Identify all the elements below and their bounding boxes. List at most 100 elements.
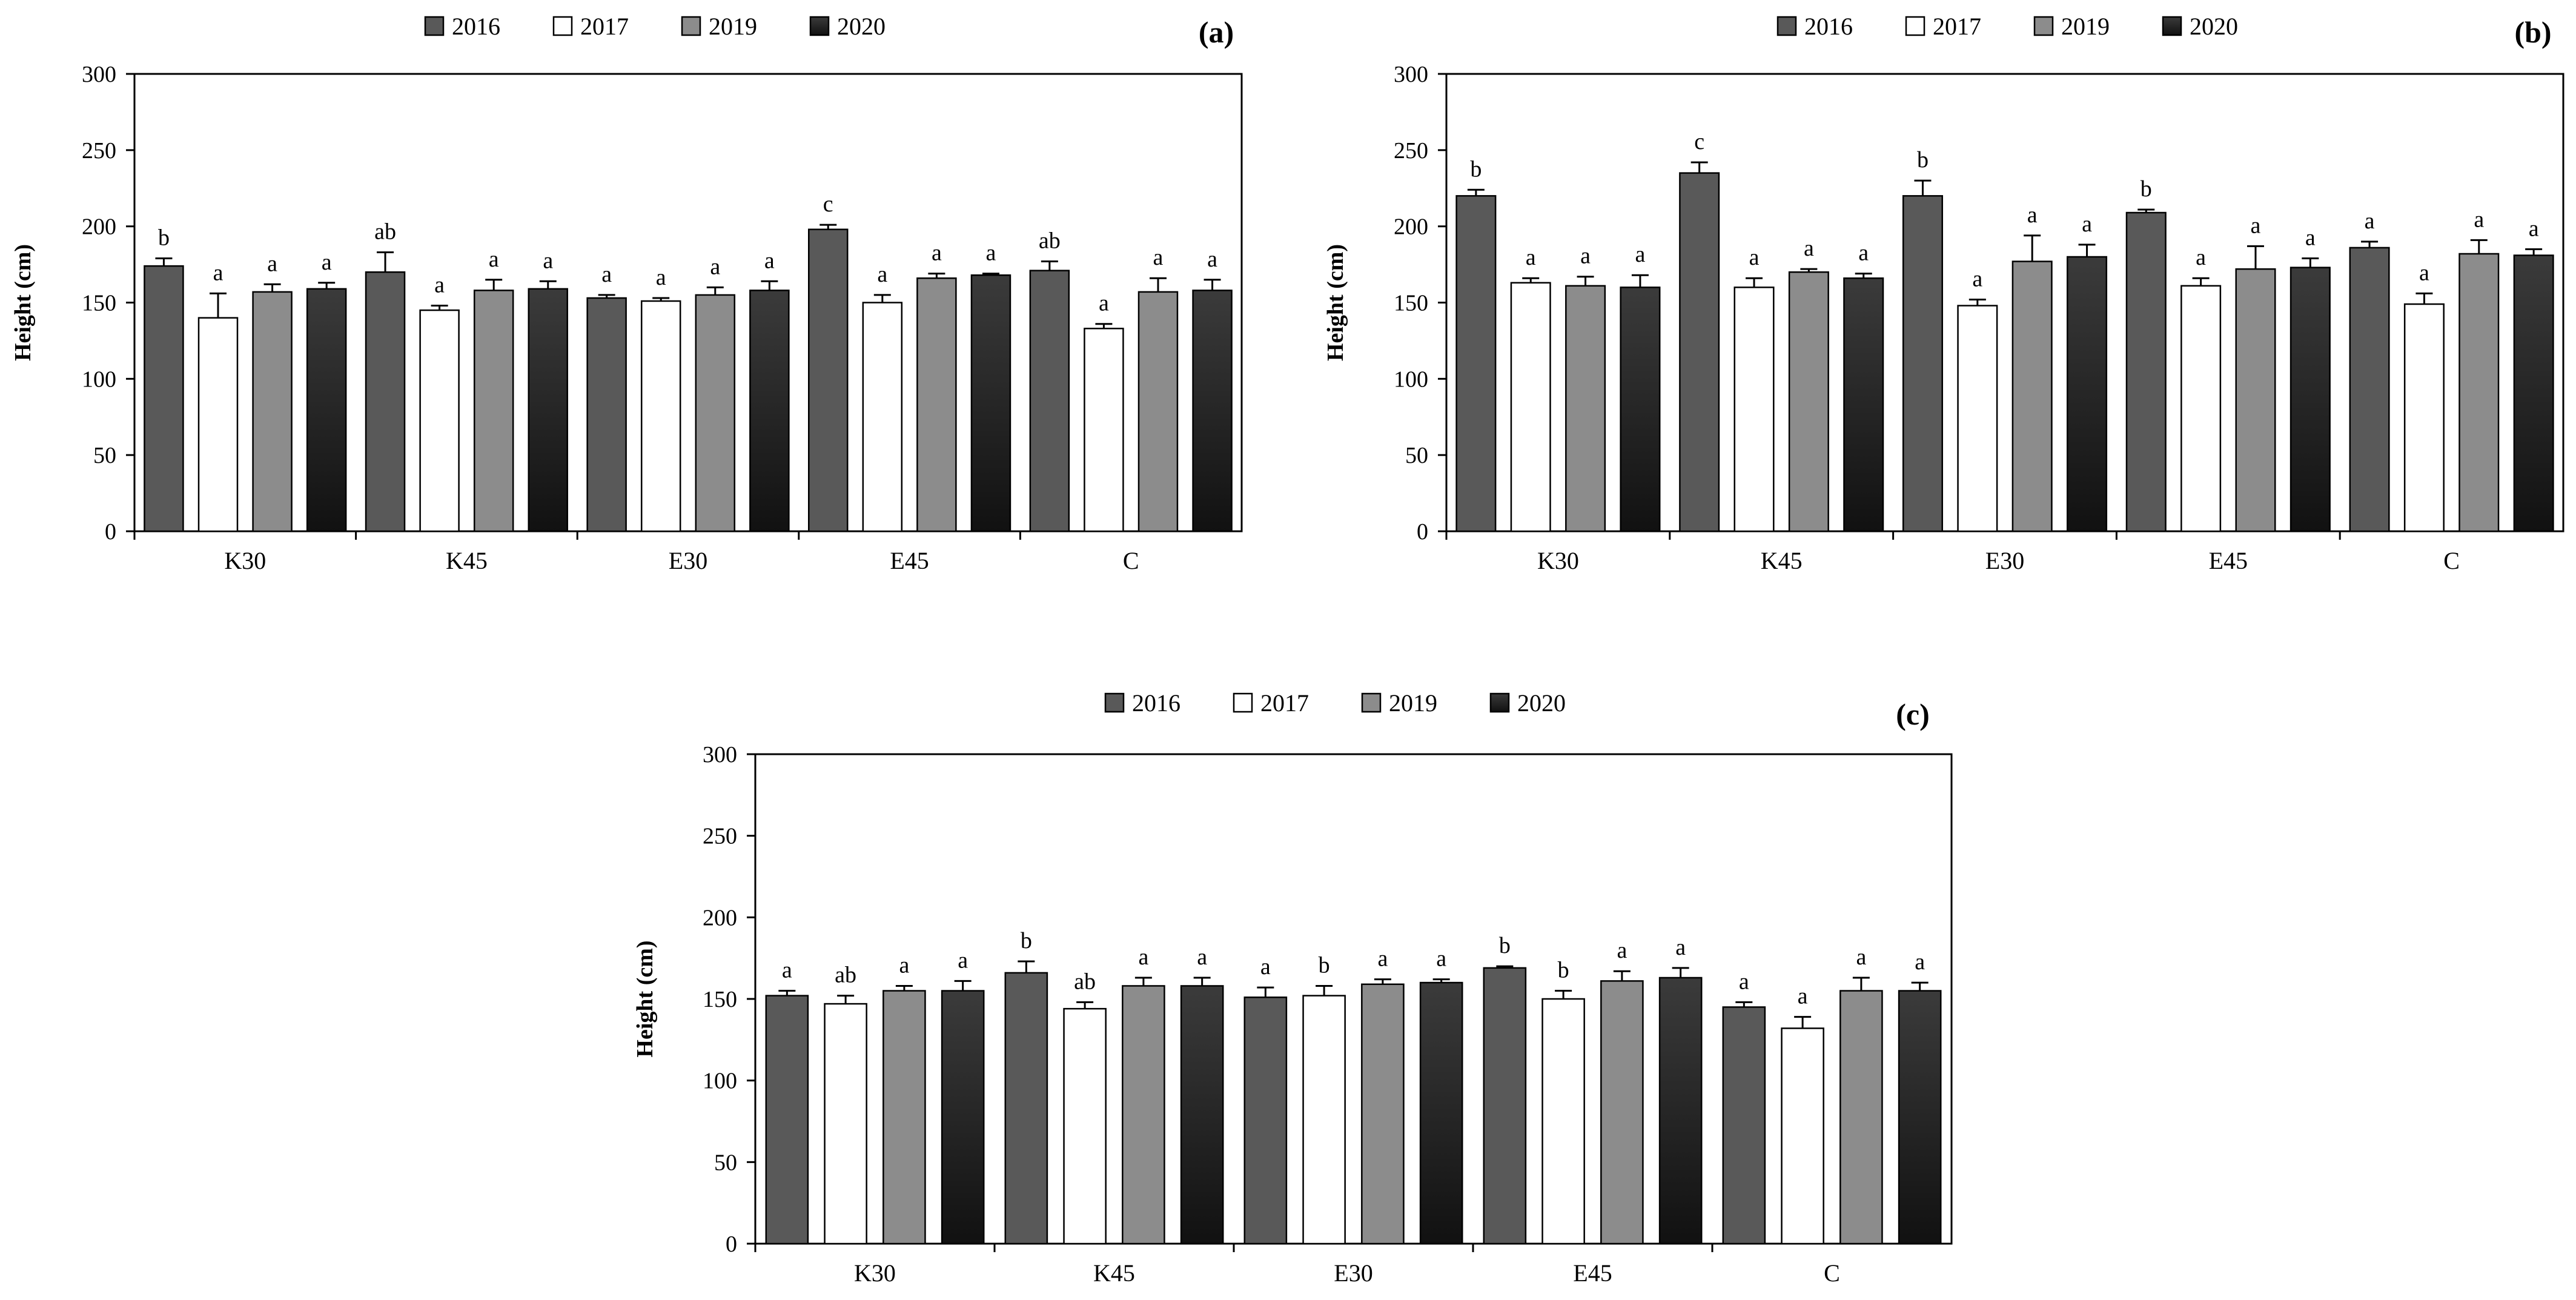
- bar-2020-C: [1192, 290, 1233, 532]
- significance-letter: a: [1858, 240, 1869, 266]
- significance-letter: a: [1436, 946, 1446, 972]
- legend-swatch-2019: [1361, 692, 1382, 713]
- bar-2016-C: [1722, 1006, 1766, 1245]
- significance-letter: a: [543, 248, 553, 273]
- legend-swatch-2016: [1776, 16, 1797, 36]
- bar-2020-E30: [749, 290, 790, 532]
- x-category-label: E45: [890, 547, 929, 574]
- bar-2017-E45: [862, 302, 903, 532]
- bar-2017-C: [2403, 303, 2445, 532]
- x-category-label: C: [1123, 547, 1139, 574]
- bar-2019-K30: [882, 990, 926, 1245]
- significance-letter: a: [601, 262, 612, 287]
- y-tick-label: 0: [1417, 519, 1428, 545]
- legend-swatch-2016: [1104, 692, 1125, 713]
- bar-2019-E30: [1361, 983, 1405, 1245]
- y-tick-label: 0: [105, 519, 116, 545]
- bar-2020-E45: [1658, 977, 1703, 1245]
- legend-label-2020: 2020: [2190, 13, 2238, 40]
- bar-2019-K30: [252, 291, 293, 532]
- bar-2016-E45: [2125, 211, 2167, 532]
- y-tick-label: 150: [82, 291, 116, 316]
- significance-letter: a: [710, 254, 720, 279]
- significance-letter: a: [1197, 944, 1207, 970]
- bar-2020-K30: [941, 990, 985, 1245]
- bar-2016-C: [2349, 247, 2390, 532]
- significance-letter: a: [1798, 984, 1808, 1009]
- bar-2016-E45: [808, 228, 849, 532]
- significance-letter: b: [1021, 928, 1032, 953]
- y-tick-label: 200: [703, 905, 737, 930]
- significance-letter: b: [1917, 147, 1929, 173]
- legend-swatch-2017: [552, 16, 573, 36]
- bar-2019-K45: [473, 290, 514, 532]
- significance-letter: a: [2196, 245, 2206, 270]
- bar-2016-E45: [1483, 967, 1527, 1245]
- significance-letter: a: [1138, 944, 1148, 970]
- significance-letter: a: [2305, 225, 2316, 251]
- bar-2019-E45: [1600, 980, 1644, 1245]
- x-category-label: E45: [1573, 1259, 1612, 1287]
- y-tick-label: 150: [1394, 291, 1428, 316]
- y-axis-label: Height (cm): [10, 244, 36, 361]
- bar-2019-K45: [1788, 271, 1829, 532]
- legend-label-2019: 2019: [2061, 13, 2110, 40]
- y-axis-label: Height (cm): [1323, 244, 1348, 361]
- panel-label: (c): [1896, 697, 1930, 731]
- y-tick-label: 100: [1394, 366, 1428, 392]
- bar-2016-E30: [1902, 195, 1943, 532]
- bar-2017-K45: [419, 309, 460, 532]
- bar-2020-E45: [970, 274, 1012, 532]
- significance-letter: b: [1470, 156, 1482, 182]
- y-axis-label: Height (cm): [632, 940, 658, 1057]
- bar-2017-K30: [197, 317, 239, 532]
- significance-letter: a: [1260, 954, 1271, 980]
- significance-letter: a: [2419, 260, 2429, 285]
- bar-2017-C: [1781, 1027, 1824, 1245]
- bar-2017-K45: [1063, 1007, 1107, 1245]
- significance-letter: a: [1617, 938, 1627, 963]
- significance-letter: a: [1739, 969, 1749, 994]
- plot-frame: [754, 753, 1953, 1245]
- plot-frame: [1445, 73, 2564, 532]
- legend-swatch-2017: [1233, 692, 1253, 713]
- significance-letter: a: [1099, 291, 1109, 316]
- x-category-label: K30: [224, 547, 266, 574]
- legend-swatch-2019: [2033, 16, 2054, 36]
- bar-2016-K30: [144, 265, 184, 532]
- significance-letter: a: [1804, 236, 1814, 261]
- legend-swatch-2019: [681, 16, 701, 36]
- bar-2020-E30: [1419, 981, 1463, 1245]
- legend-swatch-2016: [424, 16, 445, 36]
- significance-letter: a: [2027, 202, 2038, 228]
- significance-letter: a: [2474, 207, 2484, 232]
- bar-2020-E45: [2290, 267, 2331, 532]
- legend-label-2016: 2016: [1804, 13, 1853, 40]
- legend-label-2020: 2020: [837, 13, 886, 40]
- plot-frame: [133, 73, 1243, 532]
- significance-letter: a: [656, 265, 666, 290]
- bar-2017-C: [1084, 328, 1124, 532]
- y-tick-label: 250: [82, 138, 116, 164]
- x-category-label: E30: [669, 547, 707, 574]
- bar-2017-E30: [640, 300, 681, 532]
- significance-letter: a: [932, 240, 942, 266]
- significance-letter: a: [434, 273, 445, 298]
- legend-label-2019: 2019: [709, 13, 757, 40]
- chart-panel-b: 0 50 100 150 200 250 300 Height (cm) K30 b a a a K45 c…: [1323, 13, 2564, 574]
- legend-swatch-2017: [1905, 16, 1925, 36]
- bar-2020-K30: [1620, 287, 1661, 532]
- bar-2016-K45: [365, 271, 406, 532]
- bar-2020-C: [1898, 990, 1942, 1245]
- legend: 2016 2017 2019 2020: [1104, 689, 1566, 717]
- bar-2017-E30: [1957, 305, 1998, 532]
- significance-letter: c: [1694, 129, 1704, 154]
- x-category-label: K30: [854, 1259, 896, 1287]
- bar-2020-E30: [2067, 256, 2108, 532]
- legend-swatch-2020: [809, 16, 830, 36]
- y-tick-label: 300: [82, 62, 116, 87]
- y-tick-label: 200: [1394, 214, 1428, 240]
- bar-2019-E45: [2235, 268, 2276, 532]
- bar-2020-C: [2513, 254, 2554, 532]
- bar-2019-E45: [916, 277, 957, 532]
